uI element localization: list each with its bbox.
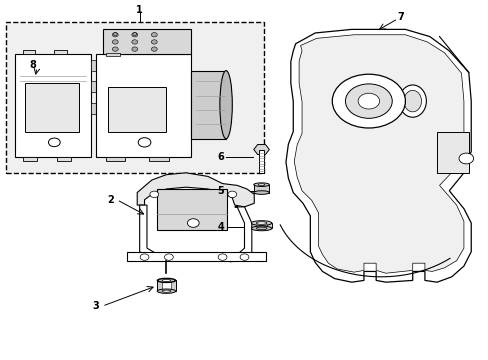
Text: 1: 1 [136, 5, 143, 15]
Polygon shape [96, 54, 190, 157]
Bar [253, 185, 269, 193]
Bar [108, 87, 166, 132]
Ellipse shape [157, 278, 175, 283]
Polygon shape [229, 207, 251, 262]
Circle shape [112, 33, 118, 37]
Circle shape [48, 138, 60, 147]
Polygon shape [91, 60, 100, 71]
Circle shape [345, 84, 391, 118]
Circle shape [132, 47, 138, 51]
Ellipse shape [253, 183, 269, 186]
Ellipse shape [258, 184, 264, 185]
Ellipse shape [162, 290, 170, 292]
Polygon shape [91, 81, 100, 92]
Polygon shape [22, 157, 37, 161]
Polygon shape [403, 90, 421, 112]
Bar [162, 280, 170, 291]
Circle shape [133, 33, 137, 36]
Polygon shape [57, 157, 71, 161]
Text: 6: 6 [217, 152, 224, 162]
Bar [259, 149, 264, 173]
Polygon shape [294, 35, 463, 273]
Ellipse shape [251, 226, 271, 231]
Bar [251, 223, 271, 228]
Circle shape [164, 254, 173, 260]
Polygon shape [54, 50, 66, 54]
Ellipse shape [253, 191, 269, 194]
Bar [5, 22, 264, 173]
Polygon shape [398, 85, 426, 117]
Circle shape [132, 40, 138, 44]
Ellipse shape [162, 279, 170, 282]
Text: 7: 7 [396, 12, 403, 22]
Text: 5: 5 [217, 186, 224, 197]
Ellipse shape [220, 71, 232, 139]
Ellipse shape [256, 227, 266, 230]
Circle shape [112, 40, 118, 44]
Ellipse shape [251, 221, 271, 225]
Polygon shape [105, 53, 120, 55]
Polygon shape [22, 50, 35, 54]
Circle shape [187, 219, 199, 227]
Circle shape [150, 191, 158, 198]
Ellipse shape [256, 222, 266, 224]
Polygon shape [15, 54, 91, 157]
Polygon shape [140, 205, 166, 261]
Circle shape [227, 191, 236, 198]
Polygon shape [149, 157, 168, 161]
Polygon shape [285, 30, 470, 282]
Polygon shape [190, 71, 225, 139]
Polygon shape [253, 145, 269, 154]
Bar [436, 132, 468, 173]
Text: 4: 4 [217, 222, 224, 232]
Circle shape [140, 254, 149, 260]
Polygon shape [127, 252, 266, 261]
Bar [157, 189, 227, 230]
Circle shape [113, 33, 117, 36]
Bar [256, 223, 266, 228]
Circle shape [132, 33, 138, 37]
Circle shape [151, 40, 157, 44]
Text: 2: 2 [107, 195, 114, 205]
Circle shape [357, 93, 379, 109]
Polygon shape [105, 157, 125, 161]
Bar [157, 280, 175, 291]
Circle shape [218, 254, 226, 260]
Circle shape [240, 254, 248, 260]
Circle shape [112, 47, 118, 51]
Polygon shape [137, 173, 254, 207]
Circle shape [458, 153, 473, 164]
Circle shape [331, 74, 405, 128]
Ellipse shape [157, 289, 175, 293]
Circle shape [151, 47, 157, 51]
Polygon shape [91, 103, 100, 114]
Text: 8: 8 [29, 60, 36, 70]
Text: 3: 3 [92, 301, 99, 311]
Bar [25, 83, 79, 132]
Polygon shape [103, 30, 190, 54]
Circle shape [151, 33, 157, 37]
Circle shape [138, 138, 151, 147]
